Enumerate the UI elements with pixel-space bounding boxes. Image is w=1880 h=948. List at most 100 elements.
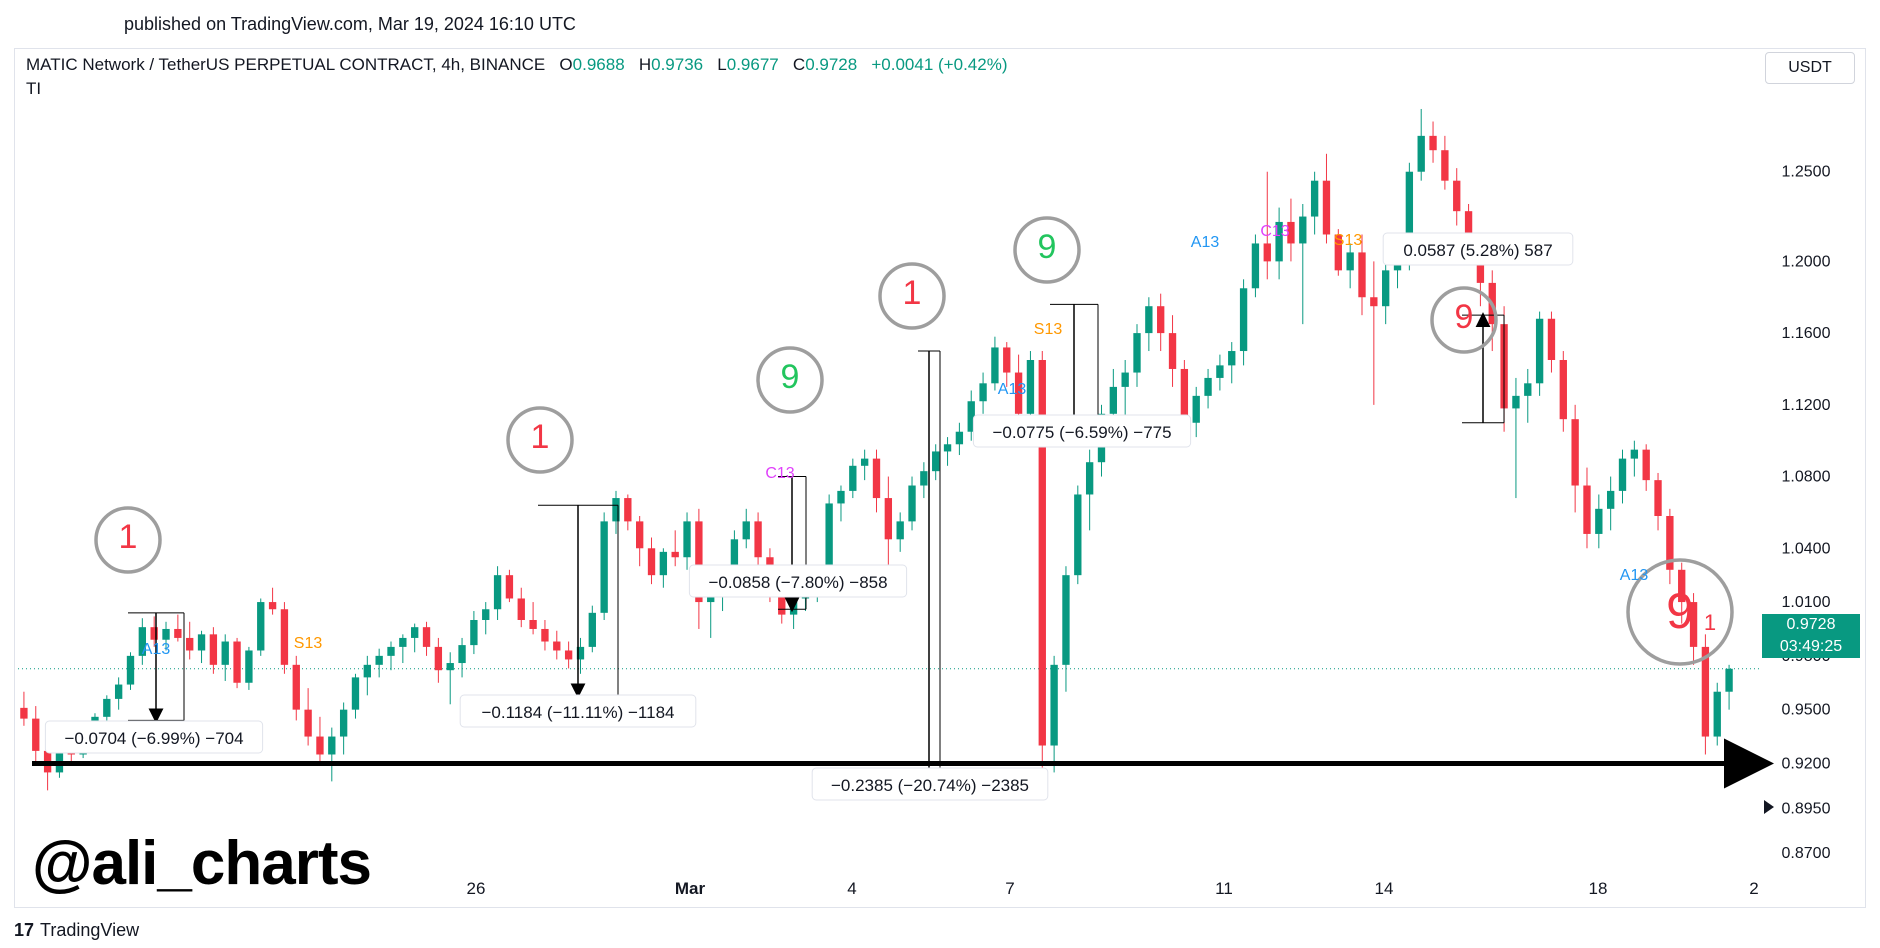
- td-circle: [94, 506, 162, 574]
- candle-body: [967, 401, 975, 432]
- candle-body: [186, 637, 194, 651]
- candle-body: [197, 634, 206, 651]
- candle-body: [730, 539, 739, 576]
- candle-body: [553, 641, 561, 651]
- candle-body: [1299, 216, 1307, 244]
- tradingview-logo-icon: 17: [14, 920, 35, 940]
- candle-body: [529, 620, 537, 629]
- sequential-label: S13: [1034, 321, 1063, 338]
- candle-body: [209, 634, 218, 665]
- currency-button[interactable]: USDT: [1765, 52, 1855, 84]
- candle-body: [1133, 333, 1141, 373]
- candle-body: [1524, 383, 1532, 396]
- scroll-arrow-icon: [1764, 800, 1774, 814]
- candle-body: [304, 709, 312, 737]
- tradingview-logo-text: TradingView: [40, 920, 140, 940]
- candle-body: [636, 521, 644, 549]
- candle-body: [1606, 490, 1615, 509]
- candle-body: [363, 664, 371, 678]
- td-count-label: 9: [1455, 298, 1474, 336]
- td-count-label: 1: [119, 518, 138, 556]
- candle-body: [470, 620, 478, 646]
- y-tick-label: 0.8700: [1782, 845, 1831, 862]
- current-price-tag: 0.9728: [1762, 614, 1860, 636]
- candle-body: [150, 627, 158, 640]
- candle-body: [1405, 171, 1414, 262]
- symbol-header: MATIC Network / TetherUS PERPETUAL CONTR…: [26, 55, 1007, 75]
- td-circle: [756, 346, 824, 414]
- candle-body: [268, 602, 277, 610]
- candle-body: [1618, 458, 1627, 491]
- high-value: 0.9736: [651, 55, 704, 74]
- candle-body: [789, 598, 798, 615]
- open-label: O: [559, 55, 573, 74]
- measure-label-box: [1382, 232, 1574, 266]
- candle-body: [32, 718, 40, 751]
- candle-body: [1346, 252, 1354, 271]
- candle-body: [1216, 365, 1224, 378]
- candle-body: [576, 646, 585, 660]
- candle-body: [991, 347, 999, 384]
- candle-body: [1453, 180, 1461, 212]
- candle-body: [1571, 419, 1579, 486]
- candle-body: [1678, 569, 1686, 603]
- sequential-label: A13: [998, 381, 1027, 398]
- candle-body: [1239, 288, 1248, 352]
- candle-body: [1251, 243, 1260, 289]
- candle-body: [920, 471, 928, 486]
- x-tick-label: 18: [1589, 879, 1608, 898]
- sequential-label: C13: [1260, 223, 1289, 240]
- candle-body: [55, 749, 64, 773]
- candle-body: [1062, 575, 1070, 665]
- candle-body: [1382, 270, 1390, 307]
- y-tick-label: 1.1600: [1782, 325, 1831, 342]
- candle-body: [422, 627, 431, 647]
- candle-body: [1168, 333, 1177, 369]
- candle-body: [1441, 150, 1449, 181]
- measure-label-box: [688, 564, 908, 598]
- candle-body: [1109, 386, 1117, 414]
- candle-body: [517, 598, 525, 620]
- candle-body: [1559, 360, 1567, 420]
- candle-body: [138, 627, 147, 656]
- change-value: +0.0041 (+0.42%): [871, 55, 1008, 74]
- sequential-label: S13: [294, 635, 323, 652]
- tradingview-logo[interactable]: 17 TradingView: [14, 920, 139, 941]
- candle-body: [825, 503, 833, 576]
- candle-body: [1689, 602, 1698, 647]
- candle-body: [1204, 377, 1212, 396]
- candle-body: [126, 655, 135, 685]
- candle-body: [233, 641, 241, 683]
- candle-body: [860, 458, 869, 466]
- td-count-label: 1: [903, 274, 922, 312]
- measure-label: 0.0587 (5.28%) 587: [1403, 241, 1552, 260]
- candle-body: [1725, 668, 1733, 692]
- candle-body: [1595, 508, 1603, 534]
- td-count-label: 9: [1038, 228, 1057, 266]
- sequential-label: A13: [1620, 567, 1649, 584]
- candle-body: [316, 736, 324, 755]
- candle-body: [955, 431, 964, 445]
- low-value: 0.9677: [726, 55, 779, 74]
- candle-body: [1263, 243, 1271, 262]
- candle-body: [1085, 462, 1094, 495]
- candle-body: [351, 677, 360, 710]
- y-tick-label: 1.2000: [1782, 253, 1831, 270]
- td-count-label: 1: [1704, 610, 1716, 635]
- candle-body: [1464, 211, 1473, 240]
- indicator-label[interactable]: TI: [26, 79, 42, 98]
- published-label: published on TradingView.com, Mar 19, 20…: [124, 14, 576, 34]
- candle-body: [1003, 347, 1011, 373]
- candle-body: [588, 612, 596, 647]
- candle-body: [624, 498, 632, 522]
- candle-body: [1275, 221, 1283, 262]
- candle-body: [1429, 135, 1437, 151]
- candle-body: [458, 645, 466, 664]
- sequential-label: A13: [1191, 234, 1220, 251]
- candle-body: [280, 609, 289, 665]
- watermark: @ali_charts: [32, 829, 372, 898]
- candle-body: [612, 498, 620, 522]
- x-tick-label: 7: [1005, 879, 1014, 898]
- candle-body: [411, 627, 419, 638]
